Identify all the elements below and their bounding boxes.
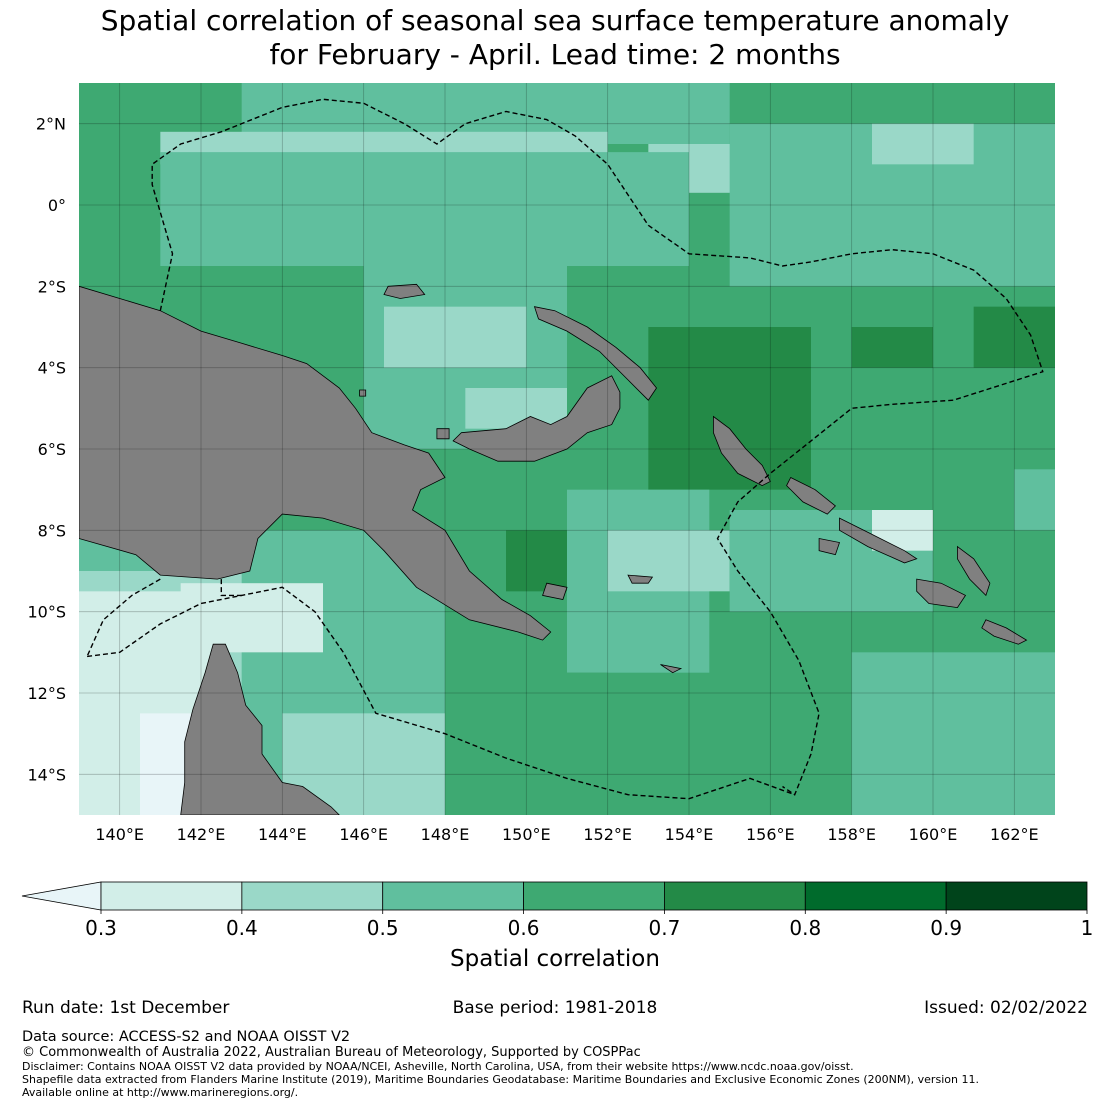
disclaimer: Disclaimer: Contains NOAA OISST V2 data … — [22, 1060, 854, 1073]
lon-tick-label: 152°E — [583, 825, 632, 844]
colorbar: 0.3 0.4 0.5 0.6 0.7 0.8 0.9 1 Spatial correlati… — [21, 881, 1094, 972]
lon-tick-label: 158°E — [827, 825, 876, 844]
lat-tick-label: 10°S — [27, 603, 66, 622]
colorbar-tick-label: 0.5 — [367, 916, 399, 940]
lat-tick-label: 12°S — [27, 684, 66, 703]
correlation-region-13 — [973, 306, 1055, 368]
lon-tick-label: 162°E — [990, 825, 1039, 844]
colorbar-swatch — [382, 881, 524, 911]
eez-line-1 — [87, 586, 795, 800]
correlation-region-12 — [851, 327, 933, 368]
land-masses — [79, 283, 1028, 815]
correlation-region-25 — [851, 652, 1055, 815]
land-bougainville — [713, 415, 771, 487]
issued-date: Issued: 02/02/2022 — [924, 998, 1088, 1018]
colorbar-tick-label: 0.8 — [789, 916, 821, 940]
colorbar-tick-label: 0.6 — [508, 916, 540, 940]
colorbar-tick-label: 0.7 — [649, 916, 681, 940]
colorbar-tick-label: 0.4 — [226, 916, 258, 940]
lat-tick-label: 14°S — [27, 765, 66, 784]
map-axis-labels: 2°N 0° 2°S 4°S 6°S 8°S 10°S 12°S 14°S 140°E 142°E 1… — [27, 115, 1038, 844]
colorbar-tick-label: 0.3 — [85, 916, 117, 940]
correlation-region-11 — [648, 327, 811, 490]
map-title-line1: Spatial correlation of seasonal sea surf… — [100, 4, 1010, 37]
colorbar-swatch — [241, 881, 384, 911]
base-period: Base period: 1981-2018 — [452, 998, 658, 1018]
land-new-georgia — [818, 538, 841, 556]
shapefile-url: Available online at http://www.marinereg… — [22, 1086, 299, 1099]
correlation-map: 2°N 0° 2°S 4°S 6°S 8°S 10°S 12°S 14°S 140°E 142°E 1… — [27, 83, 1055, 844]
correlation-region-17 — [607, 530, 730, 592]
map-title: Spatial correlation of seasonal sea surf… — [0, 4, 1110, 72]
data-source: Data source: ACCESS-S2 and NOAA OISST V2 — [22, 1029, 351, 1045]
colorbar-label: Spatial correlation — [450, 946, 660, 972]
lat-tick-label: 2°S — [38, 277, 66, 296]
correlation-region-14 — [506, 530, 567, 592]
lon-tick-label: 156°E — [746, 825, 795, 844]
colorbar-swatch — [945, 881, 1088, 911]
lon-tick-label: 154°E — [665, 825, 714, 844]
lon-tick-label: 150°E — [502, 825, 551, 844]
lon-tick-label: 148°E — [421, 825, 470, 844]
land-guadalcanal — [916, 578, 967, 609]
colorbar-under-arrow — [21, 881, 102, 911]
shapefile-credit: Shapefile data extracted from Flanders M… — [22, 1073, 979, 1086]
land-woodlark — [627, 574, 654, 584]
correlation-region-5 — [160, 152, 690, 266]
land-cape-york — [180, 643, 340, 815]
map-title-line2: for February - April. Lead time: 2 month… — [269, 38, 841, 71]
land-malaita — [957, 545, 991, 597]
lon-tick-label: 140°E — [95, 825, 144, 844]
land-rossel — [660, 664, 683, 674]
run-date: Run date: 1st December — [22, 998, 230, 1018]
colorbar-tick-label: 1 — [1081, 916, 1094, 940]
colorbar-swatch — [100, 881, 243, 911]
eez-line-2 — [86, 578, 161, 657]
lat-tick-label: 2°N — [36, 115, 66, 134]
colorbar-swatch — [523, 881, 665, 911]
lon-tick-label: 142°E — [177, 825, 226, 844]
lat-tick-label: 8°S — [38, 521, 66, 540]
correlation-region-23 — [180, 583, 323, 653]
land-fergusson — [542, 582, 568, 600]
land-santa-isabel — [839, 517, 918, 564]
correlation-region-27 — [1014, 469, 1055, 531]
correlation-region-7 — [872, 123, 974, 165]
footer: Data source: ACCESS-S2 and NOAA OISST V2… — [22, 1028, 1092, 1099]
lon-tick-label: 146°E — [339, 825, 388, 844]
eez-line-3 — [220, 579, 242, 597]
lat-tick-label: 6°S — [38, 440, 66, 459]
land-new-guinea — [79, 285, 552, 641]
land-new-britain — [452, 375, 621, 462]
land-karkar — [359, 389, 367, 397]
lat-tick-label: 0° — [48, 196, 66, 215]
colorbar-swatch — [804, 881, 947, 911]
lon-tick-label: 144°E — [258, 825, 307, 844]
graticule — [79, 83, 1055, 815]
eez-boundaries — [86, 98, 1044, 800]
lon-tick-label: 160°E — [909, 825, 958, 844]
land-choiseul — [786, 476, 836, 515]
colorbar-swatch — [664, 881, 806, 911]
correlation-region-9 — [384, 306, 527, 368]
colorbar-tick-label: 0.9 — [930, 916, 962, 940]
copyright: © Commonwealth of Australia 2022, Austra… — [22, 1045, 641, 1060]
land-manus — [383, 283, 426, 299]
land-makira — [981, 619, 1028, 645]
eez-line-0 — [151, 98, 1044, 796]
lat-tick-label: 4°S — [38, 359, 66, 378]
correlation-region-10 — [465, 388, 567, 429]
land-umboi — [436, 428, 450, 440]
land-new-ireland — [533, 306, 657, 401]
